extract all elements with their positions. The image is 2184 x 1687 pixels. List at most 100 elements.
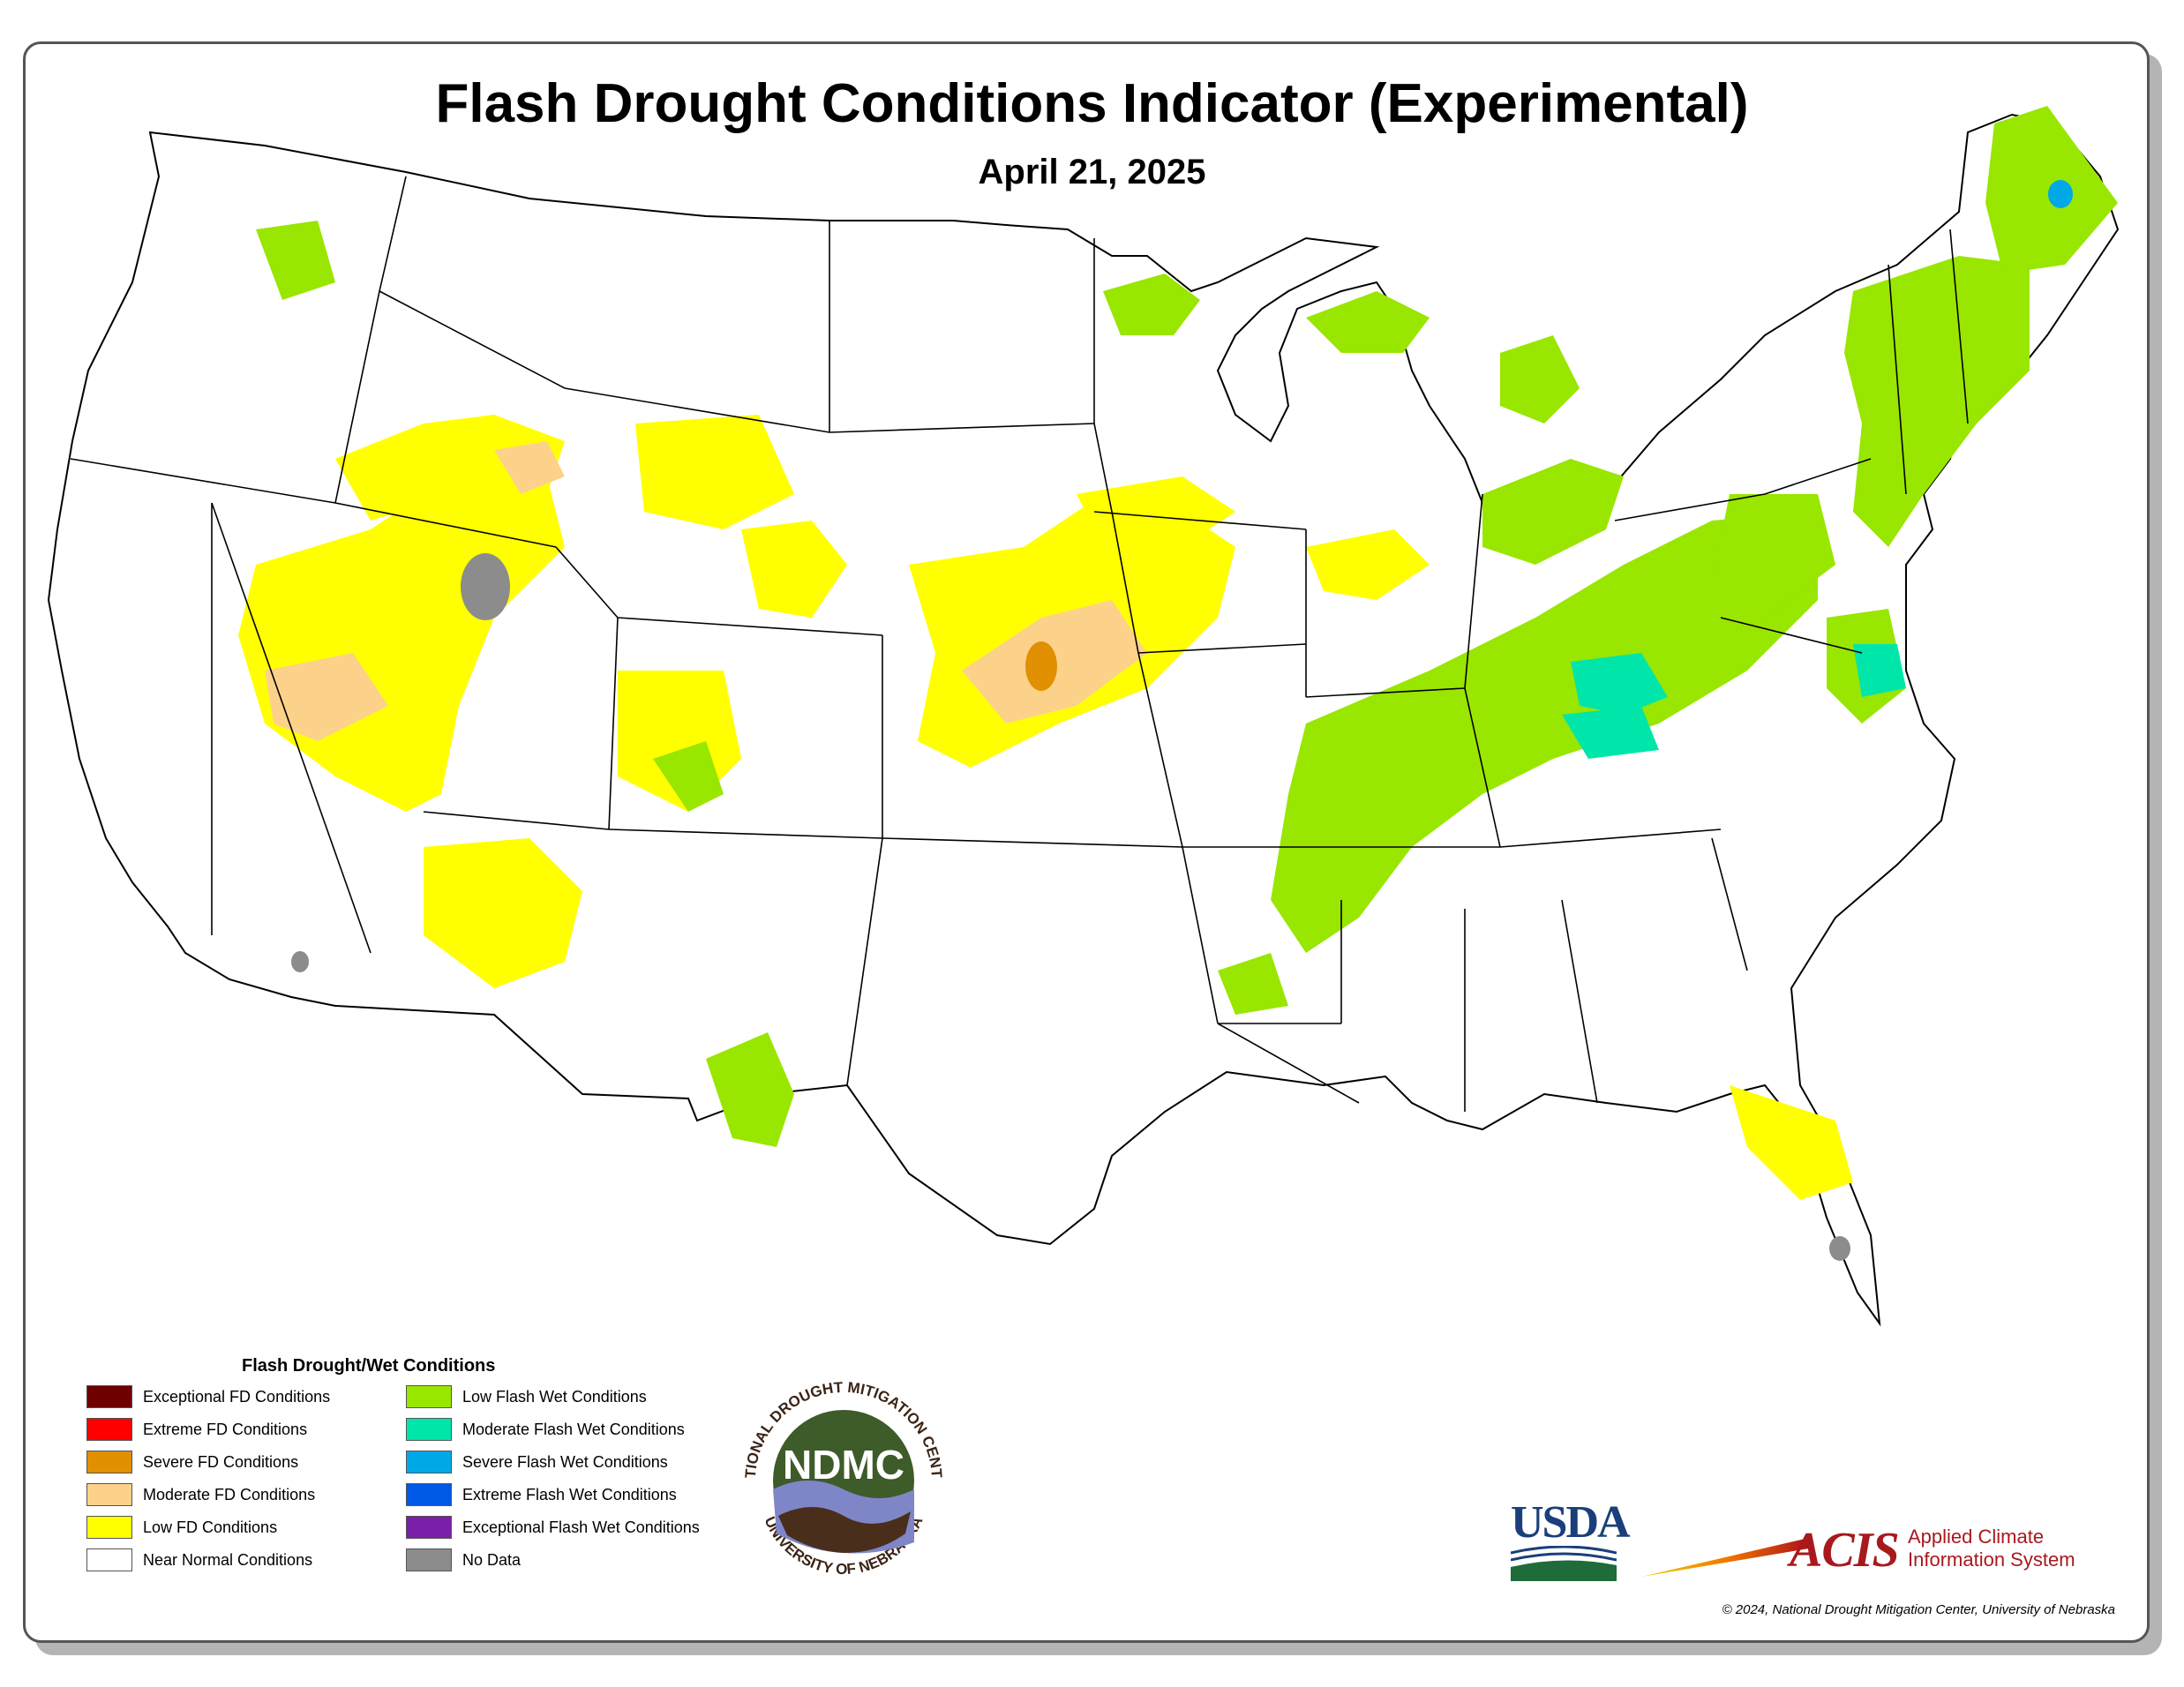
- legend-item: Near Normal Conditions: [86, 1548, 312, 1571]
- legend-item: Extreme Flash Wet Conditions: [406, 1483, 677, 1506]
- low-wet-region: [1712, 494, 1835, 618]
- legend-item: Exceptional Flash Wet Conditions: [406, 1516, 700, 1539]
- acis-full-name: Applied Climate Information System: [1908, 1526, 2075, 1571]
- ndmc-logo: NATIONAL DROUGHT MITIGATION CENTER UNIVE…: [729, 1366, 955, 1592]
- state-border: [1888, 264, 1907, 495]
- state-border: [423, 811, 610, 830]
- legend-title: Flash Drought/Wet Conditions: [242, 1356, 496, 1376]
- state-border: [70, 458, 336, 504]
- state-border: [1093, 511, 1307, 530]
- map-title: Flash Drought Conditions Indicator (Expe…: [435, 73, 1749, 134]
- legend-item: Moderate FD Conditions: [86, 1483, 315, 1506]
- conus-landmass: [47, 113, 2120, 1327]
- legend-item: Exceptional FD Conditions: [86, 1385, 330, 1408]
- legend-item: No Data: [406, 1548, 521, 1571]
- low-wet-region: [1271, 512, 1818, 953]
- legend-swatch: [406, 1483, 452, 1506]
- low-wet-region: [1482, 459, 1624, 565]
- severe-wet-region: [2048, 180, 2073, 208]
- moderate-wet-region: [1562, 706, 1659, 759]
- legend-swatch: [86, 1385, 132, 1408]
- legend-swatch: [406, 1418, 452, 1441]
- state-borders: [70, 176, 1969, 1112]
- legend-item: Low FD Conditions: [86, 1516, 277, 1539]
- state-border: [1305, 687, 1466, 698]
- state-border: [1182, 846, 1219, 1024]
- low-wet-region: [653, 741, 724, 812]
- acis-abbr: ACIS: [1790, 1523, 1900, 1578]
- state-border: [1720, 617, 1863, 654]
- low-fd-region: [424, 838, 582, 988]
- legend-label: Moderate FD Conditions: [143, 1485, 316, 1503]
- state-border: [1093, 423, 1139, 654]
- ndmc-abbr: NDMC: [783, 1442, 904, 1488]
- legend-label: Low Flash Wet Conditions: [462, 1387, 647, 1406]
- no-data-region: [291, 951, 309, 972]
- legend-swatch: [86, 1548, 132, 1571]
- legend-label: Extreme Flash Wet Conditions: [462, 1485, 677, 1503]
- copyright-notice: © 2024, National Drought Mitigation Cent…: [1722, 1602, 2115, 1617]
- legend-label: Exceptional FD Conditions: [143, 1387, 331, 1406]
- no-data-region: [461, 553, 510, 620]
- low-wet-region: [1218, 953, 1288, 1015]
- low-fd-region: [1730, 1085, 1853, 1200]
- legend-swatch: [406, 1451, 452, 1473]
- low-wet-region: [1103, 274, 1200, 335]
- state-border: [1949, 229, 1969, 424]
- state-border: [1499, 829, 1722, 848]
- moderate-fd-region: [265, 653, 388, 741]
- legend-label: Extreme FD Conditions: [143, 1420, 308, 1438]
- legend-swatch: [406, 1385, 452, 1408]
- moderate-wet-region: [1571, 653, 1668, 715]
- usda-hills-icon: [1510, 1545, 1617, 1581]
- severe-fd-region: [1025, 641, 1057, 691]
- state-border: [1217, 1023, 1360, 1104]
- low-wet-region: [1844, 256, 2030, 547]
- legend-item: Severe Flash Wet Conditions: [406, 1451, 668, 1473]
- legend-swatch: [86, 1451, 132, 1473]
- legend-item: Severe FD Conditions: [86, 1451, 298, 1473]
- legend-swatch: [86, 1516, 132, 1539]
- low-fd-region: [741, 521, 847, 618]
- state-border: [1137, 652, 1183, 848]
- state-border: [334, 502, 557, 548]
- no-data-region: [1829, 1236, 1850, 1261]
- state-border: [846, 837, 883, 1086]
- low-fd-region: [1306, 529, 1430, 600]
- moderate-wet-region: [1853, 644, 1906, 697]
- low-wet-region: [706, 1032, 794, 1147]
- acis-logo: ACIS Applied Climate Information System: [1641, 1522, 2118, 1584]
- state-border: [211, 502, 372, 954]
- low-fd-region: [335, 415, 565, 521]
- map-date: April 21, 2025: [978, 153, 1206, 191]
- legend-label: Exceptional Flash Wet Conditions: [462, 1518, 700, 1536]
- usda-logo: USDA: [1510, 1497, 1631, 1581]
- moderate-fd-region: [494, 441, 565, 494]
- low-fd-region: [635, 415, 794, 529]
- low-wet-region: [256, 221, 335, 300]
- state-border: [1464, 493, 1483, 689]
- legend-label: Severe Flash Wet Conditions: [462, 1452, 668, 1471]
- legend-label: Moderate Flash Wet Conditions: [462, 1420, 685, 1438]
- legend-swatch: [406, 1548, 452, 1571]
- acis-line-2: Information System: [1908, 1548, 2075, 1571]
- state-border: [608, 617, 619, 830]
- legend-label: Near Normal Conditions: [143, 1550, 313, 1569]
- low-wet-region: [1500, 335, 1580, 424]
- legend-swatch: [406, 1516, 452, 1539]
- state-border: [1464, 687, 1501, 848]
- state-border: [379, 290, 566, 389]
- legend-item: Moderate Flash Wet Conditions: [406, 1418, 685, 1441]
- legend-label: No Data: [462, 1550, 522, 1569]
- low-fd-region: [1077, 476, 1235, 547]
- usda-logo-text: USDA: [1511, 1497, 1631, 1548]
- low-wet-region: [1306, 291, 1430, 353]
- state-border: [1137, 643, 1307, 654]
- state-border: [1561, 899, 1598, 1104]
- legend-label: Low FD Conditions: [143, 1518, 278, 1536]
- acis-swoosh-icon: [1641, 1538, 1809, 1577]
- state-border: [1614, 493, 1766, 521]
- legend-label: Severe FD Conditions: [143, 1452, 299, 1471]
- acis-line-1: Applied Climate: [1908, 1526, 2045, 1548]
